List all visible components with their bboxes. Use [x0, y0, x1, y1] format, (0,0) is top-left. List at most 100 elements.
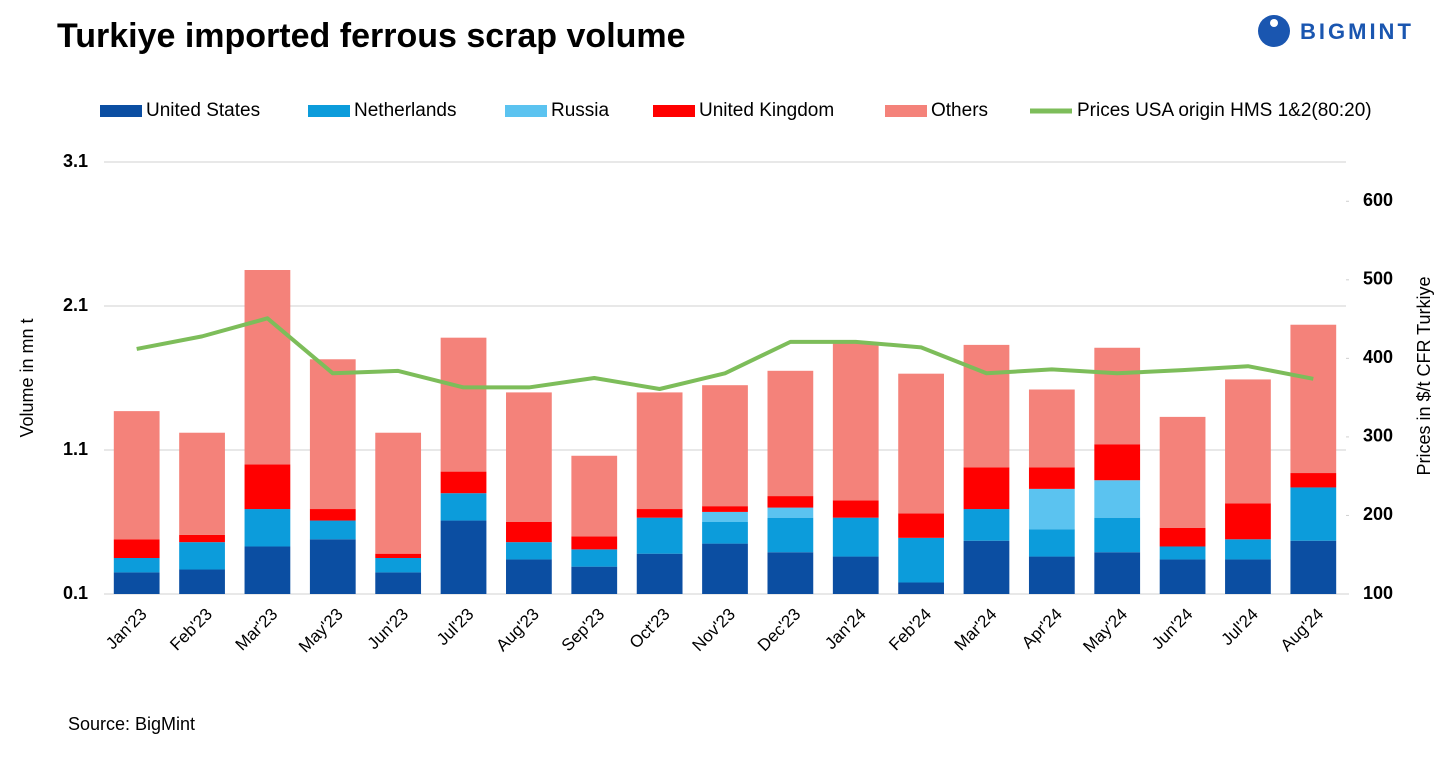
x-tick-label: Nov'23 — [689, 605, 739, 655]
logo-icon — [1258, 15, 1290, 47]
legend-swatch — [885, 105, 927, 117]
bar-segment — [440, 493, 487, 521]
source-note: Source: BigMint — [68, 714, 195, 734]
bar-segment — [1028, 556, 1075, 594]
bar-segment — [832, 500, 879, 518]
y2-tick-label: 300 — [1363, 426, 1393, 446]
y-tick-label: 2.1 — [63, 295, 88, 315]
bar-segment — [832, 517, 879, 557]
y2-tick-label: 200 — [1363, 504, 1393, 524]
y2-tick-label: 100 — [1363, 583, 1393, 603]
bar-segment — [309, 509, 356, 521]
x-tick-label: Aug'24 — [1277, 605, 1327, 655]
y-axis-label: Volume in mn t — [17, 318, 37, 437]
bar-segment — [1290, 540, 1337, 594]
bar-segment — [1159, 559, 1206, 594]
bar-segment — [571, 566, 618, 594]
bar-segment — [636, 553, 683, 594]
bar-segment — [898, 537, 944, 583]
logo: BIGMINT — [1258, 15, 1414, 47]
x-tick-label: Jan'24 — [821, 605, 869, 653]
bar-segment — [898, 582, 944, 594]
bar-segment — [767, 552, 814, 594]
bar-segment — [244, 509, 291, 547]
bar-segment — [1028, 389, 1075, 468]
x-tick-label: Feb'24 — [885, 605, 935, 655]
bar-segment — [1290, 473, 1337, 488]
price-line — [136, 316, 1314, 391]
x-tick-label: Apr'24 — [1018, 605, 1066, 653]
legend-swatch — [100, 105, 142, 117]
bar-segment — [1094, 552, 1141, 594]
bar-segment — [179, 432, 225, 535]
bar-segment — [963, 540, 1010, 594]
bar-segment — [767, 507, 814, 518]
bar-segment — [1094, 347, 1141, 445]
bar-segment — [702, 506, 748, 512]
bar-segment — [309, 359, 356, 510]
logo-icon-dot — [1270, 19, 1278, 27]
bar-segment — [440, 471, 487, 494]
x-tick-label: Jul'24 — [1217, 605, 1261, 649]
legend-swatch — [653, 105, 695, 117]
x-tick-label: Jul'23 — [433, 605, 477, 649]
bar-segment — [113, 572, 160, 594]
bar-segment — [1094, 517, 1141, 553]
bar-segment — [767, 496, 814, 508]
bar-segment — [702, 511, 748, 522]
bar-segment — [1159, 416, 1206, 528]
bar-segment — [1225, 559, 1271, 594]
bar-segment — [375, 432, 422, 554]
bar-segment — [963, 509, 1010, 541]
x-tick-label: Jan'23 — [102, 605, 150, 653]
bar-segment — [1290, 324, 1337, 474]
legend-label: Prices USA origin HMS 1&2(80:20) — [1077, 100, 1372, 121]
bar-segment — [1159, 527, 1206, 547]
legend-label: United Kingdom — [699, 100, 834, 121]
bar-segment — [113, 539, 160, 558]
bar-segment — [440, 520, 487, 594]
bar-segment — [179, 542, 225, 570]
bar-segment — [113, 558, 160, 573]
bar-segment — [375, 558, 422, 573]
bar-segment — [1028, 467, 1075, 489]
bar-segment — [571, 455, 618, 537]
chart-title: Turkiye imported ferrous scrap volume — [57, 17, 686, 55]
y2-axis-label: Prices in $/t CFR Turkiye — [1414, 276, 1434, 475]
bar-segment — [1028, 488, 1075, 530]
x-tick-label: Dec'23 — [754, 605, 804, 655]
y-tick-label: 1.1 — [63, 439, 88, 459]
bar-segment — [1225, 503, 1271, 540]
bar-segment — [244, 546, 291, 594]
bar-segment — [702, 522, 748, 544]
bar-segment — [506, 522, 552, 543]
bar-segment — [636, 392, 683, 510]
logo-text: BIGMINT — [1300, 19, 1414, 44]
bar-segment — [636, 509, 683, 518]
legend-label: Others — [931, 100, 988, 121]
bar-segment — [244, 464, 291, 510]
x-tick-label: Mar'24 — [951, 605, 1001, 655]
bar-segment — [1094, 444, 1141, 481]
bar-segment — [1028, 529, 1075, 557]
bar-segment — [963, 344, 1010, 468]
bar-segment — [702, 385, 748, 507]
bar-segment — [506, 559, 552, 594]
legend-swatch — [308, 105, 350, 117]
bar-segment — [636, 517, 683, 554]
y2-tick-label: 600 — [1363, 190, 1393, 210]
x-tick-label: Sep'23 — [558, 605, 608, 655]
bar-segment — [375, 572, 422, 594]
bar-segment — [767, 517, 814, 553]
bar-segment — [702, 543, 748, 594]
bar-segment — [375, 553, 422, 558]
bar-segment — [832, 556, 879, 594]
x-tick-label: May'23 — [295, 605, 347, 657]
bar-segment — [440, 337, 487, 472]
bar-segment — [571, 549, 618, 567]
bar-segment — [963, 467, 1010, 510]
bar-segment — [898, 513, 944, 538]
legend-label: United States — [146, 100, 260, 121]
y-tick-label: 3.1 — [63, 151, 88, 171]
